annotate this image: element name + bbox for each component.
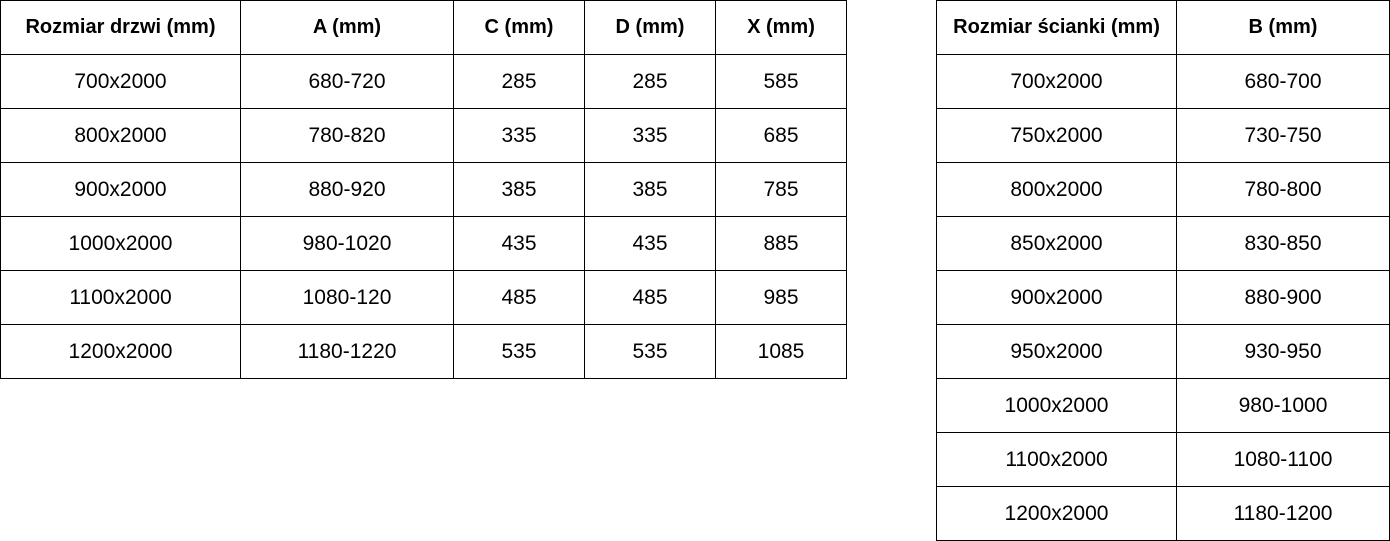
table-cell: 385: [584, 162, 716, 217]
table-cell: 980-1020: [240, 216, 454, 271]
table-row: 950x2000 930-950: [936, 324, 1390, 379]
table-cell: 1080-120: [240, 270, 454, 325]
column-header: Rozmiar ścianki (mm): [936, 0, 1177, 55]
table-cell: 780-820: [240, 108, 454, 163]
wall-size-table: Rozmiar ścianki (mm) B (mm) 700x2000 680-7…: [936, 0, 1390, 541]
table-cell: 880-920: [240, 162, 454, 217]
table-row: 800x2000 780-820 335 335 685: [0, 108, 847, 163]
table-cell: 930-950: [1176, 324, 1390, 379]
table-row: 700x2000 680-720 285 285 585: [0, 54, 847, 109]
table-cell: 1080-1100: [1176, 432, 1390, 487]
table-cell: 1000x2000: [0, 216, 241, 271]
table-cell: 585: [715, 54, 847, 109]
table-cell: 885: [715, 216, 847, 271]
table-cell: 685: [715, 108, 847, 163]
column-header: D (mm): [584, 0, 716, 55]
table-cell: 985: [715, 270, 847, 325]
table-cell: 780-800: [1176, 162, 1390, 217]
table-row: 1100x2000 1080-1100: [936, 432, 1390, 487]
table-cell: 335: [584, 108, 716, 163]
table-cell: 850x2000: [936, 216, 1177, 271]
table-cell: 1200x2000: [936, 486, 1177, 541]
column-header: X (mm): [715, 0, 847, 55]
header-row: Rozmiar ścianki (mm) B (mm): [936, 0, 1390, 55]
table-row: 1100x2000 1080-120 485 485 985: [0, 270, 847, 325]
door-size-table: Rozmiar drzwi (mm) A (mm) C (mm) D (mm) X (m…: [0, 0, 847, 379]
table-cell: 1000x2000: [936, 378, 1177, 433]
table-cell: 800x2000: [0, 108, 241, 163]
table-cell: 485: [584, 270, 716, 325]
table-cell: 700x2000: [936, 54, 1177, 109]
column-header: B (mm): [1176, 0, 1390, 55]
table-cell: 730-750: [1176, 108, 1390, 163]
table-cell: 535: [584, 324, 716, 379]
table-cell: 1180-1200: [1176, 486, 1390, 541]
table-cell: 800x2000: [936, 162, 1177, 217]
table-cell: 900x2000: [0, 162, 241, 217]
table-cell: 880-900: [1176, 270, 1390, 325]
table-row: 1000x2000 980-1020 435 435 885: [0, 216, 847, 271]
table-cell: 285: [584, 54, 716, 109]
table-row: 1000x2000 980-1000: [936, 378, 1390, 433]
table-row: 1200x2000 1180-1200: [936, 486, 1390, 541]
table-cell: 830-850: [1176, 216, 1390, 271]
table-cell: 535: [453, 324, 585, 379]
table-cell: 435: [453, 216, 585, 271]
table-cell: 1100x2000: [936, 432, 1177, 487]
table-cell: 700x2000: [0, 54, 241, 109]
table-row: 900x2000 880-900: [936, 270, 1390, 325]
column-header: Rozmiar drzwi (mm): [0, 0, 241, 55]
header-row: Rozmiar drzwi (mm) A (mm) C (mm) D (mm) X (m…: [0, 0, 847, 55]
table-cell: 435: [584, 216, 716, 271]
table-row: 900x2000 880-920 385 385 785: [0, 162, 847, 217]
table-row: 700x2000 680-700: [936, 54, 1390, 109]
table-cell: 750x2000: [936, 108, 1177, 163]
table-row: 1200x2000 1180-1220 535 535 1085: [0, 324, 847, 379]
table-row: 800x2000 780-800: [936, 162, 1390, 217]
table-cell: 335: [453, 108, 585, 163]
table-cell: 680-720: [240, 54, 454, 109]
table-cell: 785: [715, 162, 847, 217]
column-header: A (mm): [240, 0, 454, 55]
table-cell: 485: [453, 270, 585, 325]
table-row: 750x2000 730-750: [936, 108, 1390, 163]
table-cell: 1100x2000: [0, 270, 241, 325]
table-row: 850x2000 830-850: [936, 216, 1390, 271]
table-cell: 285: [453, 54, 585, 109]
table-cell: 900x2000: [936, 270, 1177, 325]
table-cell: 1180-1220: [240, 324, 454, 379]
table-cell: 950x2000: [936, 324, 1177, 379]
table-cell: 980-1000: [1176, 378, 1390, 433]
table-cell: 1200x2000: [0, 324, 241, 379]
table-cell: 1085: [715, 324, 847, 379]
table-cell: 385: [453, 162, 585, 217]
column-header: C (mm): [453, 0, 585, 55]
table-cell: 680-700: [1176, 54, 1390, 109]
